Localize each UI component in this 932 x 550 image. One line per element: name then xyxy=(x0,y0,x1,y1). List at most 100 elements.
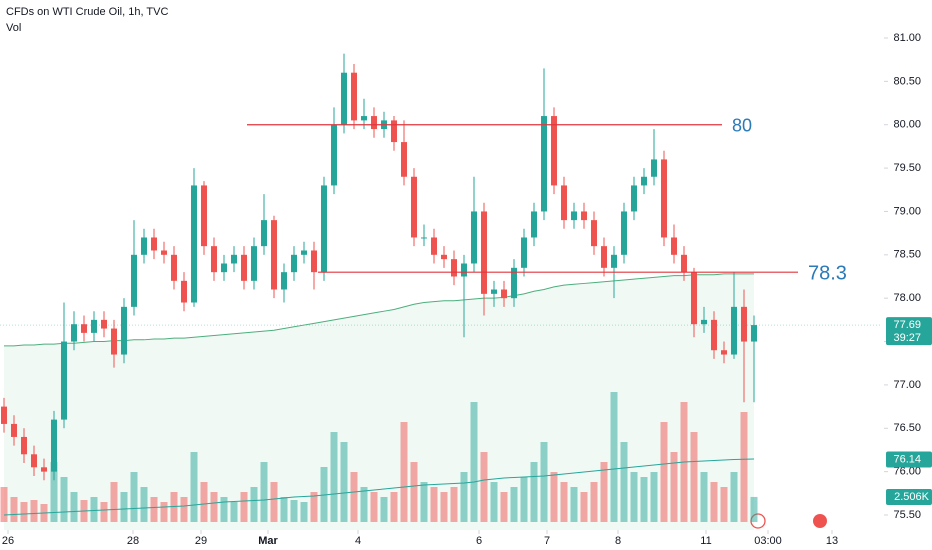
volume-bar xyxy=(540,442,548,522)
candle-body xyxy=(141,237,147,255)
candle-body xyxy=(211,246,217,273)
volume-bar xyxy=(240,492,248,522)
candle-body xyxy=(461,263,467,277)
flag-icon[interactable] xyxy=(813,514,827,528)
candle-body xyxy=(391,120,397,143)
y-tick-label: 81.00 xyxy=(893,32,921,44)
x-tick-label: 29 xyxy=(195,535,207,547)
volume-bar xyxy=(460,472,468,522)
volume-bar xyxy=(30,500,38,522)
volume-bar xyxy=(60,477,68,522)
volume-bar xyxy=(330,432,338,522)
volume-bar xyxy=(150,497,158,522)
volume-bar xyxy=(650,472,658,522)
volume-bar xyxy=(160,502,168,522)
volume-bar xyxy=(370,492,378,522)
x-tick-label: 8 xyxy=(615,535,621,547)
candle-body xyxy=(711,319,717,351)
volume-bar xyxy=(180,497,188,522)
candle-body xyxy=(11,423,17,437)
candle-body xyxy=(291,254,297,273)
x-tick-label: 13 xyxy=(826,535,838,547)
candle-body xyxy=(351,72,357,121)
candle-body xyxy=(41,467,47,472)
volume-bar xyxy=(190,452,198,522)
candle-body xyxy=(151,237,157,251)
candle-body xyxy=(311,250,317,273)
candle-body xyxy=(191,185,197,303)
volume-bar xyxy=(550,472,558,522)
candle-body xyxy=(611,254,617,268)
candle-body xyxy=(281,272,287,290)
candle-body xyxy=(81,324,87,333)
candle-body xyxy=(521,237,527,268)
volume-bar xyxy=(20,502,28,522)
candle-body xyxy=(301,250,307,255)
y-tick-label: 78.50 xyxy=(893,249,921,261)
last-price-tag-box xyxy=(886,317,932,346)
ma-line xyxy=(4,273,754,347)
volume-bar xyxy=(710,482,718,522)
volume-bar xyxy=(130,472,138,522)
ma-tag: 76.14 xyxy=(886,451,932,468)
x-tick-label: 11 xyxy=(700,535,711,547)
candle-body xyxy=(451,259,457,277)
y-tick-label: 80.50 xyxy=(893,75,921,87)
volume-bar xyxy=(530,462,538,522)
candle-body xyxy=(511,267,517,299)
volume-bar xyxy=(480,452,488,522)
x-tick-label: 03:00 xyxy=(754,535,782,547)
candle-body xyxy=(321,185,327,273)
y-tick-label: 75.50 xyxy=(893,509,921,521)
ma-tag-label: 76.14 xyxy=(893,453,921,465)
candle-body xyxy=(601,246,607,268)
volume-bar xyxy=(0,487,8,522)
candle-body xyxy=(501,289,507,299)
x-tick-label: 28 xyxy=(127,535,139,547)
chart-title: CFDs on WTI Crude Oil, 1h, TVC xyxy=(6,6,168,18)
volume-bar xyxy=(660,422,668,522)
y-tick-label: 80.00 xyxy=(893,119,921,131)
candle-body xyxy=(441,254,447,260)
candle-body xyxy=(111,328,117,355)
x-tick-label: 7 xyxy=(544,535,550,547)
candle-body xyxy=(341,72,347,125)
candle-body xyxy=(491,289,497,294)
volume-bar xyxy=(340,442,348,522)
volume-bar xyxy=(740,412,748,522)
candle-body xyxy=(101,319,107,329)
candle-body xyxy=(541,116,547,212)
volume-bar xyxy=(50,462,58,522)
candle-body xyxy=(221,263,227,273)
volume-title: Vol xyxy=(6,22,21,34)
ma-tag-box xyxy=(886,451,932,468)
volume-tag-label: 2.506K xyxy=(894,491,930,503)
candle-body xyxy=(401,142,407,177)
volume-bar xyxy=(420,482,428,522)
candle-body xyxy=(481,211,487,294)
volume-bar xyxy=(700,472,708,522)
volume-bar xyxy=(500,492,508,522)
volume-bar xyxy=(410,462,418,522)
volume-bar xyxy=(430,487,438,522)
candle-body xyxy=(1,406,7,424)
volume-bar xyxy=(730,472,738,522)
volume-bar xyxy=(470,402,478,522)
candle-body xyxy=(591,220,597,247)
candle-body xyxy=(641,176,647,186)
y-tick-label: 79.00 xyxy=(893,205,921,217)
volume-bar xyxy=(250,487,258,522)
candle-body xyxy=(371,116,377,130)
last-price-tag-countdown: 39:27 xyxy=(893,332,921,344)
candle-body xyxy=(671,237,677,255)
candle-body xyxy=(131,254,137,307)
volume-bar xyxy=(10,497,18,522)
candle-body xyxy=(571,211,577,221)
candle-body xyxy=(551,116,557,186)
volume-bar xyxy=(120,492,128,522)
volume-bar xyxy=(440,492,448,522)
volume-bar xyxy=(750,496,758,522)
candle-body xyxy=(91,319,97,333)
last-price-tag-label: 77.69 xyxy=(893,319,921,331)
volume-bar xyxy=(280,497,288,522)
